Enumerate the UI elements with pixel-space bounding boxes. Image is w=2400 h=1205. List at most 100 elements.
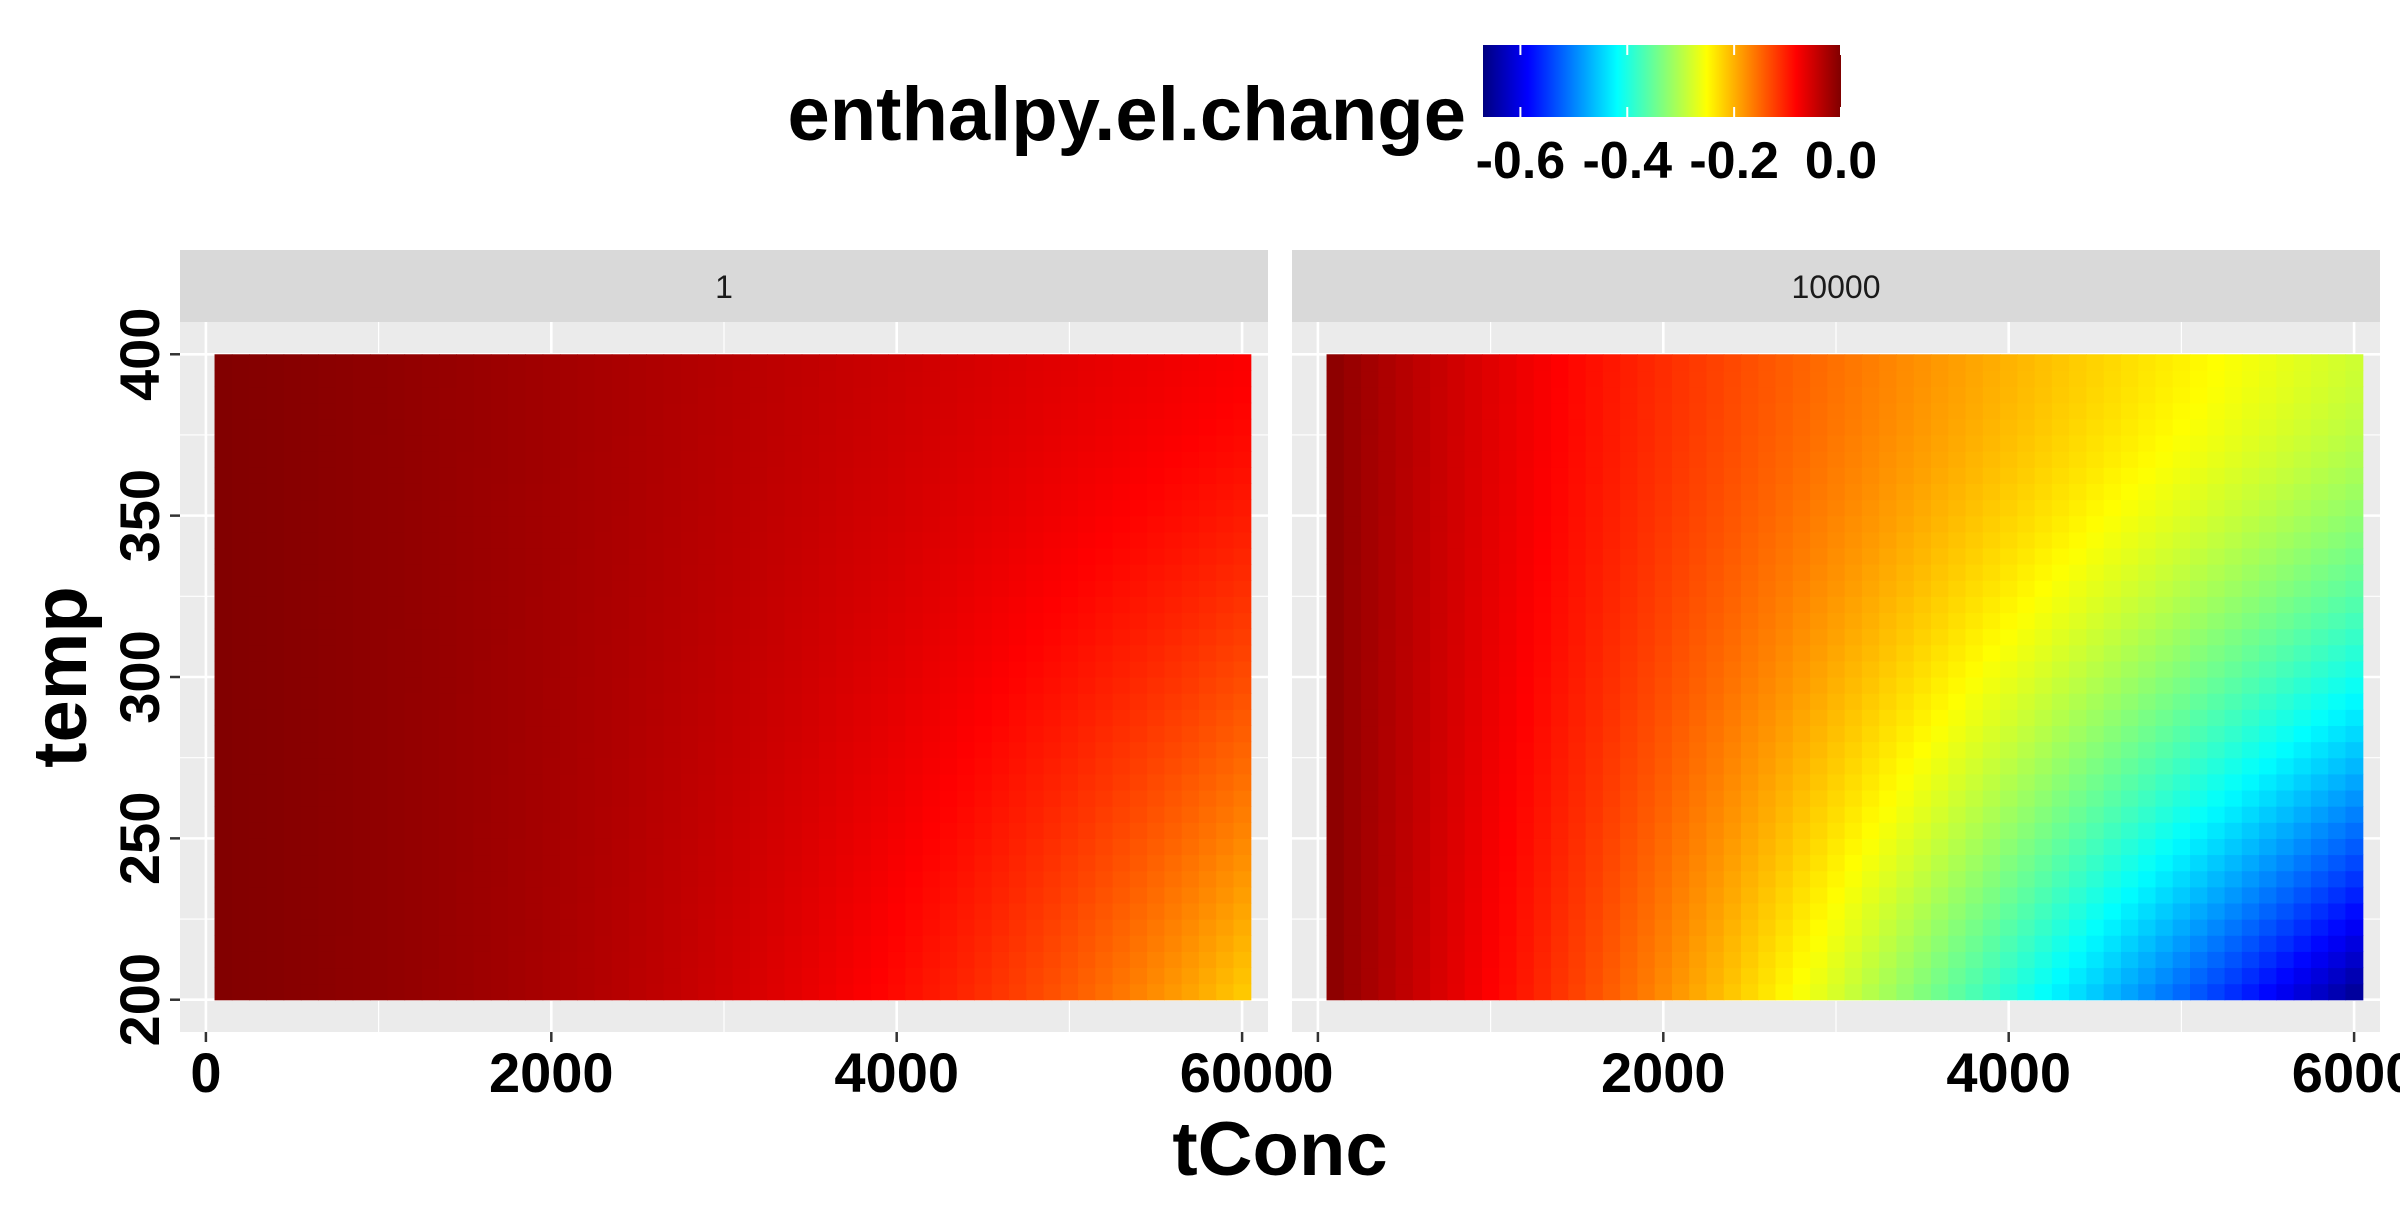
heatmap-tile	[1026, 451, 1045, 468]
heatmap-tile	[2293, 370, 2312, 388]
heatmap-tile	[594, 418, 613, 436]
heatmap-tile	[1412, 612, 1431, 630]
heatmap-tile	[2276, 838, 2295, 856]
heatmap-tile	[1792, 402, 1811, 420]
heatmap-tile	[939, 709, 958, 727]
heatmap-tile	[801, 612, 820, 630]
heatmap-tile	[1844, 725, 1863, 743]
heatmap-tile	[784, 806, 803, 823]
heatmap-tile	[421, 564, 440, 581]
heatmap-tile	[801, 660, 820, 678]
heatmap-tile	[1723, 709, 1742, 727]
heatmap-tile	[1233, 434, 1252, 452]
heatmap-tile	[318, 951, 337, 969]
heatmap-tile	[1430, 451, 1449, 468]
heatmap-tile	[1078, 725, 1096, 743]
heatmap-tile	[1585, 919, 1604, 936]
heatmap-tile	[767, 564, 786, 581]
heatmap-tile	[1112, 951, 1131, 969]
heatmap-tile	[1861, 806, 1880, 823]
heatmap-tile	[1637, 596, 1656, 614]
heatmap-tile	[749, 499, 768, 517]
heatmap-tile	[1602, 935, 1621, 952]
heatmap-tile	[1982, 660, 2001, 678]
heatmap-tile	[1481, 919, 1500, 936]
heatmap-tile	[456, 434, 475, 452]
heatmap-tile	[559, 370, 578, 388]
heatmap-tile	[663, 483, 682, 501]
heatmap-tile	[1395, 870, 1414, 888]
heatmap-tile	[1982, 983, 2001, 1001]
heatmap-tile	[1568, 547, 1587, 565]
heatmap-tile	[715, 547, 734, 565]
heatmap-tile	[456, 693, 475, 710]
heatmap-tile	[1585, 515, 1604, 533]
heatmap-tile	[2051, 951, 2070, 969]
heatmap-tile	[421, 386, 440, 404]
heatmap-tile	[266, 822, 285, 839]
heatmap-tile	[577, 757, 596, 775]
heatmap-tile	[1430, 806, 1449, 823]
heatmap-tile	[1861, 418, 1880, 436]
heatmap-tile	[1758, 757, 1777, 775]
heatmap-tile	[888, 612, 906, 630]
heatmap-tile	[1965, 515, 1984, 533]
heatmap-tile	[922, 870, 941, 888]
heatmap-tile	[214, 709, 233, 727]
heatmap-tile	[1982, 564, 2001, 581]
heatmap-tile	[2259, 515, 2277, 533]
heatmap-tile	[2241, 451, 2260, 468]
heatmap-tile	[1198, 612, 1217, 630]
heatmap-tile	[1965, 838, 1984, 856]
heatmap-tile	[2138, 386, 2157, 404]
heatmap-tile	[1792, 547, 1811, 565]
heatmap-tile	[611, 725, 630, 743]
heatmap-tile	[698, 580, 716, 597]
heatmap-tile	[2190, 983, 2208, 1001]
heatmap-tile	[663, 854, 682, 872]
heatmap-tile	[542, 547, 561, 565]
heatmap-tile	[1043, 757, 1062, 775]
heatmap-tile	[2259, 483, 2277, 501]
heatmap-tile	[1447, 564, 1466, 581]
heatmap-tile	[214, 644, 233, 662]
heatmap-tile	[214, 886, 233, 904]
heatmap-tile	[266, 677, 285, 694]
heatmap-tile	[1043, 870, 1062, 888]
heatmap-tile	[2172, 886, 2191, 904]
heatmap-tile	[421, 612, 440, 630]
heatmap-tile	[1447, 838, 1466, 856]
heatmap-tile	[2241, 354, 2260, 372]
heatmap-tile	[1181, 644, 1200, 662]
heatmap-tile	[369, 596, 388, 614]
heatmap-tile	[818, 725, 837, 743]
heatmap-tile	[939, 854, 958, 872]
heatmap-tile	[559, 499, 578, 517]
heatmap-tile	[922, 693, 941, 710]
heatmap-tile	[905, 354, 924, 372]
heatmap-tile	[974, 725, 993, 743]
heatmap-tile	[2103, 741, 2122, 759]
heatmap-tile	[1216, 451, 1235, 468]
heatmap-tile	[732, 370, 751, 388]
heatmap-tile	[369, 612, 388, 630]
heatmap-tile	[2293, 354, 2312, 372]
heatmap-tile	[1326, 515, 1345, 533]
heatmap-tile	[594, 402, 613, 420]
heatmap-tile	[749, 870, 768, 888]
heatmap-tile	[1026, 838, 1045, 856]
heatmap-tile	[490, 547, 509, 565]
heatmap-tile	[577, 693, 596, 710]
heatmap-tile	[2241, 644, 2260, 662]
heatmap-tile	[2207, 789, 2226, 807]
heatmap-tile	[1481, 515, 1500, 533]
heatmap-tile	[1568, 660, 1587, 678]
heatmap-tile	[1741, 709, 1759, 727]
heatmap-tile	[1464, 773, 1483, 791]
heatmap-tile	[629, 951, 647, 969]
heatmap-tile	[2241, 547, 2260, 565]
heatmap-tile	[1637, 499, 1656, 517]
heatmap-tile	[1008, 547, 1027, 565]
heatmap-tile	[1965, 854, 1984, 872]
legend-title: enthalpy.el.change	[787, 72, 1466, 157]
